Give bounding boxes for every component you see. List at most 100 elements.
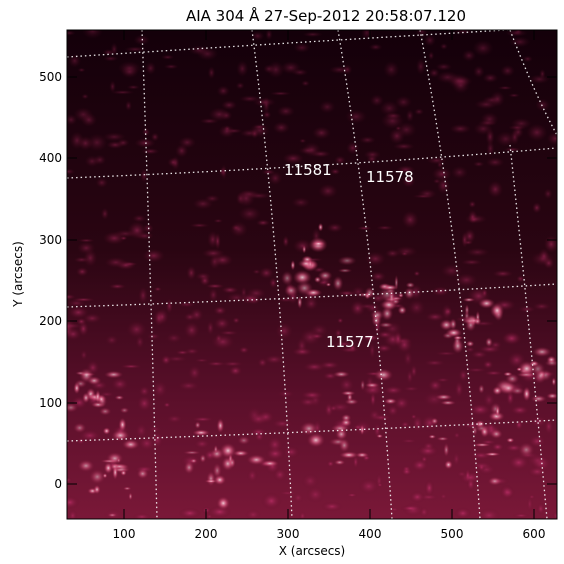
plasma-blob <box>310 150 331 158</box>
plasma-blob <box>465 367 487 373</box>
plasma-blob <box>238 206 262 222</box>
plasma-blob <box>512 125 524 139</box>
bright-plasma-blob <box>443 442 450 458</box>
plasma-blob <box>137 435 156 452</box>
plasma-blob <box>376 225 394 231</box>
plasma-blob <box>435 62 453 71</box>
plasma-blob <box>477 508 501 519</box>
plasma-blob <box>456 470 468 478</box>
plasma-blob <box>282 445 300 459</box>
plasma-blob <box>375 343 393 353</box>
plasma-blob <box>67 30 76 36</box>
plasma-texture <box>67 30 557 519</box>
plasma-blob <box>187 365 202 381</box>
plasma-blob <box>165 355 188 363</box>
plasma-blob <box>276 105 295 117</box>
plasma-blob <box>439 43 448 50</box>
bright-plasma-blob <box>398 293 404 298</box>
bright-plasma-blob <box>199 454 207 463</box>
plasma-blob <box>318 100 336 114</box>
plasma-blob <box>334 341 354 347</box>
plasma-blob <box>428 51 435 61</box>
bright-plasma-blob <box>473 442 492 447</box>
bright-plasma-blob <box>483 452 501 457</box>
plasma-blob <box>330 168 341 175</box>
bright-plasma-blob <box>333 459 346 466</box>
plasma-blob <box>266 436 284 454</box>
plasma-blob <box>302 31 323 38</box>
plasma-blob <box>454 507 472 519</box>
plasma-blob <box>240 129 259 138</box>
plasma-blob <box>468 200 477 208</box>
plasma-blob <box>422 441 435 451</box>
plasma-blob <box>454 380 464 399</box>
plasma-blob <box>80 349 88 361</box>
bright-plasma-blob <box>505 373 520 385</box>
plasma-blob <box>492 270 514 278</box>
plasma-blob <box>346 492 358 498</box>
bright-plasma-blob <box>103 461 113 475</box>
plasma-blob <box>245 509 262 519</box>
plasma-blob <box>134 138 156 148</box>
bright-plasma-blob <box>98 407 112 416</box>
bright-plasma-blob <box>107 513 118 518</box>
plasma-blob <box>544 417 554 436</box>
bright-plasma-blob <box>404 287 415 300</box>
plasma-blob <box>136 394 153 412</box>
bright-plasma-blob <box>183 460 195 475</box>
y-tick-label: 100 <box>39 396 62 410</box>
plasma-blob <box>369 391 377 408</box>
plasma-blob <box>401 467 413 476</box>
plasma-blob <box>342 64 353 75</box>
plasma-blob <box>434 351 458 356</box>
plasma-blob <box>337 317 344 324</box>
bright-plasma-blob <box>364 382 380 389</box>
bright-plasma <box>67 222 557 518</box>
plasma-blob <box>235 82 245 90</box>
bright-plasma-blob <box>529 360 540 367</box>
plasma-blob <box>509 405 530 416</box>
plasma-blob <box>67 294 76 300</box>
plasma-blob <box>67 327 82 341</box>
plasma-blob <box>368 43 383 51</box>
bright-plasma-blob <box>122 486 132 491</box>
plasma-blob <box>110 377 129 391</box>
x-tick-label: 100 <box>113 527 136 541</box>
x-axis <box>123 30 535 519</box>
plasma-blob <box>196 47 219 61</box>
plasma-blob <box>189 223 210 228</box>
plasma-blob <box>126 84 140 90</box>
bright-plasma-blob <box>82 392 90 404</box>
bright-plasma-blob <box>439 400 457 406</box>
plasma-blob <box>357 226 372 231</box>
bright-plasma-blob <box>102 473 108 479</box>
plasma-blob <box>261 169 276 176</box>
bright-plasma-blob <box>428 434 437 439</box>
bright-plasma-blob <box>383 398 398 405</box>
plasma-blob <box>155 308 169 326</box>
plasma-blob <box>282 152 304 165</box>
bright-plasma-blob <box>487 476 502 486</box>
plasma-blob <box>414 108 424 116</box>
plasma-blob <box>150 132 160 142</box>
bright-plasma-blob <box>381 284 399 291</box>
plasma-blob <box>292 238 313 254</box>
plasma-blob <box>120 65 139 79</box>
bright-plasma-blob <box>136 468 149 480</box>
bright-plasma-blob <box>302 245 307 254</box>
plasma-blob <box>334 155 346 165</box>
plasma-blob <box>228 365 243 376</box>
plasma-blob <box>458 368 469 383</box>
plasma-blob <box>186 265 197 281</box>
bright-plasma-blob <box>490 302 505 319</box>
plasma-blob <box>309 333 325 340</box>
plasma-blob <box>480 112 499 127</box>
y-tick-label: 300 <box>39 233 62 247</box>
plasma-blob <box>411 414 424 433</box>
plasma-blob <box>526 123 548 142</box>
bright-plasma-blob <box>232 449 250 457</box>
plasma-blob <box>352 454 359 470</box>
bright-plasma-blob <box>495 405 500 418</box>
plasma-blob <box>132 513 152 519</box>
plasma-blob <box>370 271 387 282</box>
